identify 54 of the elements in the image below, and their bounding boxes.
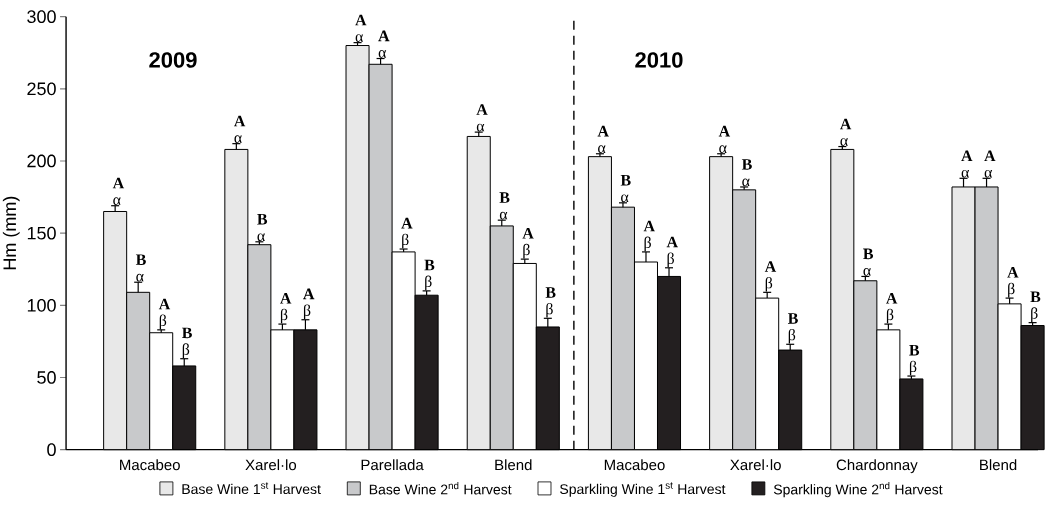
data-label: B β	[787, 313, 798, 344]
y-tick-label: 250	[27, 82, 56, 96]
y-tick-label: 100	[27, 298, 56, 312]
data-label: B α	[135, 254, 146, 282]
data-label: A β	[280, 292, 292, 324]
data-label: B α	[499, 192, 510, 220]
data-label: A α	[476, 104, 488, 132]
data-label: A β	[1007, 266, 1019, 298]
data-label: A β	[643, 220, 655, 252]
data-label: A β	[666, 236, 678, 268]
data-label: A α	[597, 125, 609, 154]
x-tick-label: Xarel·lo	[245, 459, 297, 471]
data-label: A α	[984, 150, 996, 178]
y-tick-label: 200	[27, 154, 56, 168]
data-label: B β	[182, 327, 192, 359]
y-tick-label: 300	[27, 10, 56, 24]
x-tick-label: Chardonnay	[836, 459, 918, 474]
x-tick-label: Blend	[980, 459, 1017, 471]
data-label: B β	[1030, 291, 1041, 322]
data-label: A α	[234, 115, 246, 143]
data-label: B β	[424, 259, 435, 291]
data-label: B β	[545, 287, 556, 318]
x-tick-label: Parellada	[361, 459, 424, 471]
data-label: A β	[158, 298, 171, 330]
x-tick-label: Macabeo	[120, 459, 180, 471]
data-label: A β	[522, 227, 534, 259]
y-tick-label: 0	[47, 443, 56, 457]
data-label: B α	[863, 248, 874, 276]
legend-label: Sparkling Wine 1$^{st}$ Harvest	[560, 482, 726, 497]
data-label: A β	[886, 292, 898, 324]
annotation: 2009	[149, 52, 197, 68]
data-label: B α	[741, 159, 752, 187]
legend-label: Base Wine 1$^{st}$ Harvest	[182, 482, 321, 495]
data-label: A α	[839, 118, 852, 146]
data-label: A α	[378, 30, 390, 58]
data-label: B α	[620, 175, 631, 203]
annotation: 2010	[635, 52, 683, 68]
y-tick-label: 50	[37, 371, 56, 384]
data-label: B β	[909, 344, 920, 376]
data-label: A α	[961, 150, 973, 178]
data-label: A α	[355, 14, 367, 42]
data-label: A β	[401, 217, 413, 249]
x-tick-label: Blend	[495, 459, 532, 471]
data-label: A β	[303, 288, 315, 320]
legend-label: Sparkling Wine 2$^{nd}$ Harvest	[773, 481, 943, 498]
y-axis-title: Hm (mm)	[2, 196, 20, 270]
legend-label: Base Wine 2$^{nd}$ Harvest	[369, 481, 512, 495]
y-tick-label: 150	[27, 226, 56, 240]
x-tick-label: Xarel·lo	[730, 459, 781, 471]
data-label: A α	[112, 177, 125, 206]
data-label: A α	[718, 125, 731, 154]
x-tick-label: Macabeo	[604, 459, 665, 471]
data-label: B α	[257, 213, 268, 242]
data-label: A β	[764, 261, 777, 292]
